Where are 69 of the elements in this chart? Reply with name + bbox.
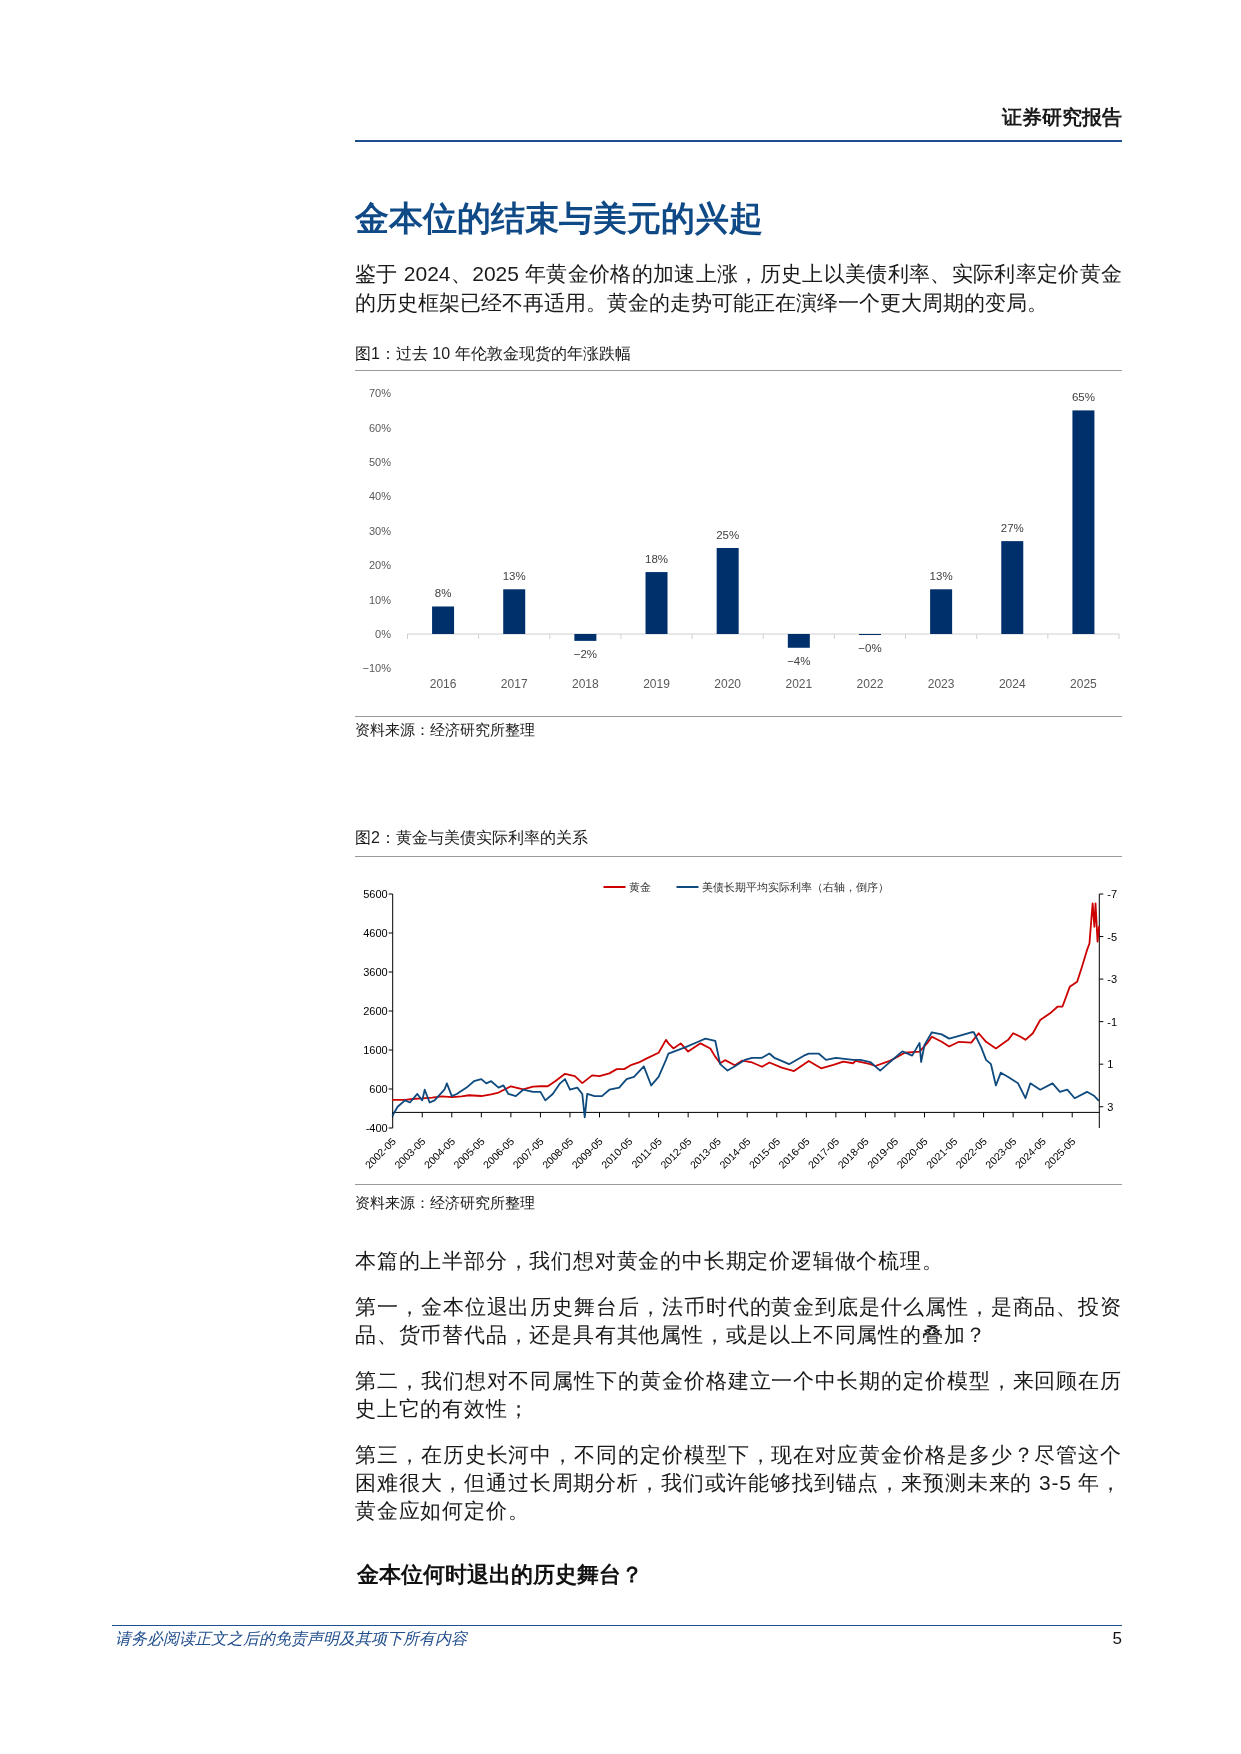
bar (574, 634, 597, 641)
text: 第三，在历史长河中，不同的定价模型下，现在对应黄金价格是多少？尽管这个困难很大，但通过长周期分析，我们或许能够找到锚点，来预测未来的 3-5 年，黄金应如何定价。 (355, 1442, 1122, 1524)
chart-title: 图1：过去 10 年伦敦金现货的年涨跌幅 (355, 344, 631, 364)
x-tick-label: 2016 (429, 677, 457, 691)
data-label: 13% (929, 570, 953, 583)
legend-label: 黄金 (628, 881, 651, 893)
data-label: 25% (716, 529, 740, 541)
y-tick-label: 3600 (363, 966, 388, 978)
bar (716, 548, 739, 634)
bar (432, 606, 455, 634)
y-tick-label: 2600 (363, 1005, 388, 1017)
text: 请务必阅读正文之后的免责声明及其项下所有内容 (115, 1629, 467, 1649)
bar (503, 589, 526, 634)
y2-tick-label: 3 (1107, 1100, 1114, 1113)
y-tick-label: 20% (368, 559, 392, 572)
data-label: 18% (645, 553, 669, 566)
x-tick-label: 2019 (643, 677, 671, 691)
text: 资料来源：经济研究所整理 (355, 1193, 535, 1213)
y2-tick-label: 1 (1107, 1058, 1114, 1071)
bar (1072, 410, 1095, 634)
text: 5 (1112, 1629, 1122, 1649)
line-series (391, 902, 1100, 1101)
text: 证券研究报告 (1002, 105, 1122, 129)
x-tick-label: 2022 (856, 677, 884, 691)
bar (645, 572, 668, 634)
x-tick-label: 2021 (785, 677, 813, 691)
bar (930, 589, 953, 634)
y-tick-label: 50% (368, 456, 392, 468)
text: 第一，金本位退出历史舞台后，法币时代的黄金到底是什么属性，是商品、投资品、货币替代品，还是具有其他属性，或是以上不同属性的叠加？ (355, 1294, 1122, 1348)
y-tick-label: 60% (368, 421, 392, 434)
data-label: −4% (787, 654, 811, 667)
chart-title: 图2：黄金与美债实际利率的关系 (355, 828, 588, 848)
y-tick-label: 40% (368, 490, 392, 503)
data-label: 8% (434, 587, 452, 600)
y-tick-label: -400 (365, 1122, 388, 1134)
x-tick-label: 2023 (927, 677, 955, 691)
y-tick-label: 4600 (363, 927, 388, 939)
x-tick-label: 2024 (998, 677, 1026, 691)
text: 金本位何时退出的历史舞台？ (357, 1561, 643, 1589)
bar (787, 634, 810, 648)
text: 第二，我们想对不同属性下的黄金价格建立一个中长期的定价模型，来回顾在历史上它的有效性； (355, 1368, 1122, 1422)
data-label: 13% (502, 570, 526, 583)
y-tick-label: 1600 (363, 1044, 388, 1056)
y-tick-label: 70% (368, 387, 392, 400)
line-series (391, 1031, 1100, 1119)
y2-tick-label: -1 (1107, 1015, 1118, 1028)
legend-label: 美债长期平均实际利率（右轴，倒序） (701, 881, 889, 893)
y-tick-label: −10% (362, 662, 392, 675)
x-tick-label: 2025 (1070, 677, 1098, 691)
text: 资料来源：经济研究所整理 (355, 720, 535, 740)
x-tick-label: 2018 (572, 677, 600, 691)
y2-tick-label: -3 (1107, 973, 1118, 986)
y-tick-label: 0% (375, 628, 392, 640)
x-tick-label: 2020 (714, 677, 742, 691)
y-tick-label: 600 (369, 1083, 388, 1095)
y2-tick-label: -7 (1107, 888, 1118, 900)
y-tick-label: 10% (368, 593, 392, 606)
bar (1001, 541, 1024, 634)
data-label: −2% (573, 647, 598, 660)
data-label: 27% (1000, 522, 1024, 535)
data-label: 65% (1071, 391, 1095, 404)
data-label: −0% (858, 642, 882, 655)
y-tick-label: 30% (368, 524, 392, 537)
text: 金本位的结束与美元的兴起 (355, 198, 763, 238)
x-tick-label: 2017 (500, 677, 528, 691)
y2-tick-label: -5 (1107, 930, 1118, 943)
text: 本篇的上半部分，我们想对黄金的中长期定价逻辑做个梳理。 (355, 1248, 945, 1274)
y-tick-label: 5600 (363, 888, 388, 900)
text: 鉴于 2024、2025 年黄金价格的加速上涨，历史上以美债利率、实际利率定价黄金的历史框架已经不再适用。黄金的走势可能正在演绎一个更大周期的变局。 (355, 261, 1122, 316)
